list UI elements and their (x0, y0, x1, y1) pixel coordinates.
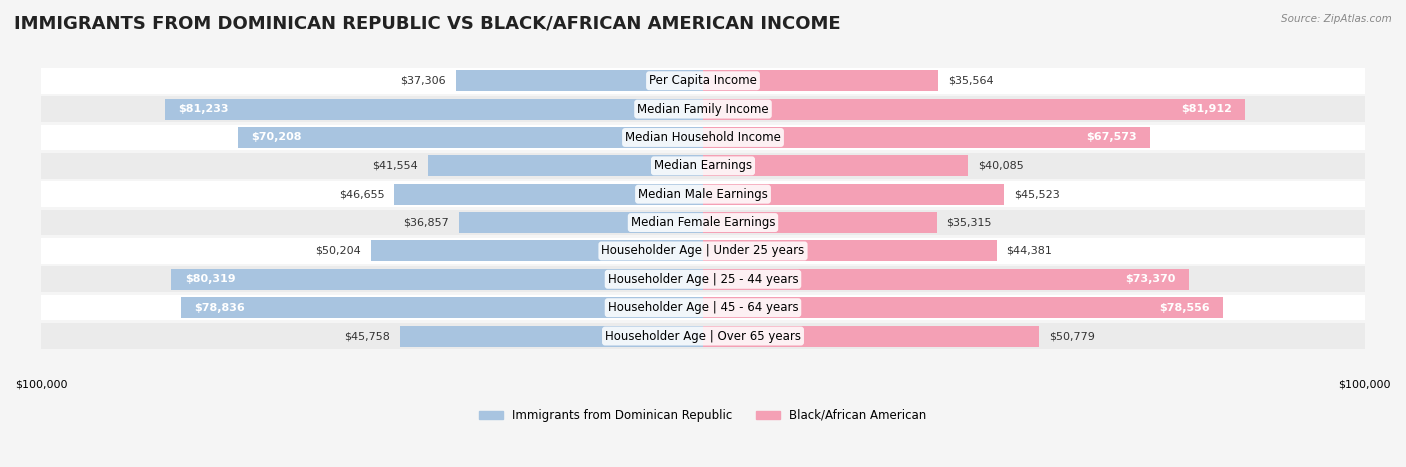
Text: $70,208: $70,208 (252, 133, 302, 142)
Bar (703, 127, 1150, 148)
Bar (401, 325, 703, 347)
Text: Householder Age | 25 - 44 years: Householder Age | 25 - 44 years (607, 273, 799, 286)
Bar (703, 269, 1188, 290)
Bar (703, 212, 936, 233)
Text: Householder Age | 45 - 64 years: Householder Age | 45 - 64 years (607, 301, 799, 314)
FancyBboxPatch shape (41, 125, 1365, 150)
FancyBboxPatch shape (41, 153, 1365, 179)
Text: $35,315: $35,315 (946, 218, 993, 227)
Text: $44,381: $44,381 (1007, 246, 1053, 256)
Text: Median Household Income: Median Household Income (626, 131, 780, 144)
Text: $46,655: $46,655 (339, 189, 384, 199)
Text: $36,857: $36,857 (404, 218, 449, 227)
Bar (703, 184, 1004, 205)
Bar (703, 99, 1246, 120)
Text: Householder Age | Over 65 years: Householder Age | Over 65 years (605, 330, 801, 343)
Bar (703, 241, 997, 262)
Text: $78,836: $78,836 (194, 303, 245, 313)
Text: IMMIGRANTS FROM DOMINICAN REPUBLIC VS BLACK/AFRICAN AMERICAN INCOME: IMMIGRANTS FROM DOMINICAN REPUBLIC VS BL… (14, 14, 841, 32)
FancyBboxPatch shape (41, 295, 1365, 320)
FancyBboxPatch shape (41, 96, 1365, 122)
Text: Per Capita Income: Per Capita Income (650, 74, 756, 87)
Text: Householder Age | Under 25 years: Householder Age | Under 25 years (602, 244, 804, 257)
Bar (371, 241, 703, 262)
Bar (703, 325, 1039, 347)
Bar (181, 297, 703, 318)
Text: $37,306: $37,306 (401, 76, 446, 86)
Text: $80,319: $80,319 (184, 274, 235, 284)
Text: $67,573: $67,573 (1087, 133, 1137, 142)
Text: $45,523: $45,523 (1014, 189, 1060, 199)
Text: $45,758: $45,758 (344, 331, 391, 341)
Text: $50,204: $50,204 (315, 246, 361, 256)
Text: Median Family Income: Median Family Income (637, 103, 769, 116)
Bar (456, 70, 703, 91)
Text: Median Male Earnings: Median Male Earnings (638, 188, 768, 201)
Text: $81,912: $81,912 (1181, 104, 1232, 114)
Bar (703, 156, 969, 177)
Text: $73,370: $73,370 (1125, 274, 1175, 284)
Text: Source: ZipAtlas.com: Source: ZipAtlas.com (1281, 14, 1392, 24)
Bar (172, 269, 703, 290)
FancyBboxPatch shape (41, 267, 1365, 292)
Legend: Immigrants from Dominican Republic, Black/African American: Immigrants from Dominican Republic, Blac… (475, 404, 931, 426)
Text: $41,554: $41,554 (373, 161, 418, 171)
Text: $35,564: $35,564 (948, 76, 994, 86)
Bar (239, 127, 703, 148)
Text: $50,779: $50,779 (1049, 331, 1095, 341)
Text: $81,233: $81,233 (179, 104, 229, 114)
Text: Median Earnings: Median Earnings (654, 159, 752, 172)
FancyBboxPatch shape (41, 323, 1365, 349)
Bar (394, 184, 703, 205)
FancyBboxPatch shape (41, 238, 1365, 264)
Text: $78,556: $78,556 (1159, 303, 1209, 313)
Bar (703, 297, 1223, 318)
FancyBboxPatch shape (41, 181, 1365, 207)
FancyBboxPatch shape (41, 210, 1365, 235)
FancyBboxPatch shape (41, 68, 1365, 93)
Text: Median Female Earnings: Median Female Earnings (631, 216, 775, 229)
Text: $40,085: $40,085 (979, 161, 1024, 171)
Bar (166, 99, 703, 120)
Bar (427, 156, 703, 177)
Bar (703, 70, 938, 91)
Bar (460, 212, 703, 233)
